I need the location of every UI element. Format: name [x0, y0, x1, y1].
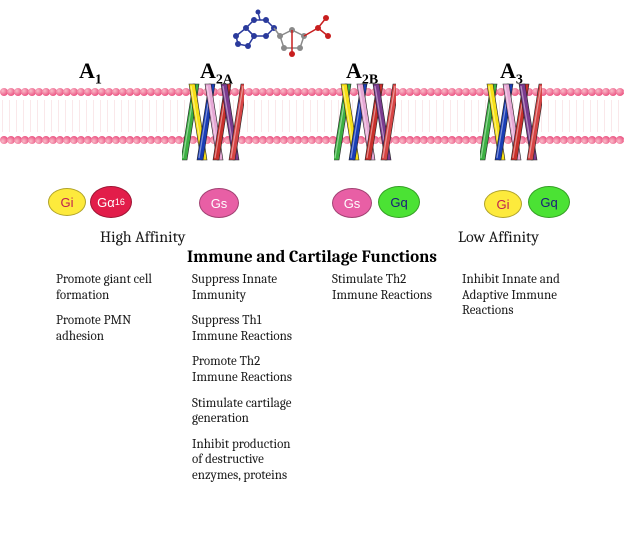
- function-item: Suppress Innate Immunity: [192, 272, 302, 303]
- adenosine-molecule: [228, 6, 338, 62]
- functions-a3: Inhibit Innate and Adaptive Immune React…: [462, 272, 572, 329]
- function-item: Promote giant cell formation: [56, 272, 176, 303]
- gprotein-gq: Gq: [528, 186, 570, 218]
- gprotein-gs: Gs: [332, 188, 372, 218]
- high-affinity-label: High Affinity: [100, 228, 186, 246]
- gprotein-gi: Gi: [484, 190, 522, 218]
- function-item: Promote Th2 Immune Reactions: [192, 354, 302, 385]
- receptor-a3-helices: [480, 82, 542, 172]
- functions-a2a: Suppress Innate Immunity Suppress Th1 Imm…: [192, 272, 302, 494]
- low-affinity-label: Low Affinity: [458, 228, 539, 246]
- gprotein-gq: Gq: [378, 186, 420, 218]
- function-item: Stimulate Th2 Immune Reactions: [332, 272, 432, 303]
- function-item: Stimulate cartilage generation: [192, 396, 302, 427]
- receptor-a2a-helices: [182, 82, 244, 172]
- function-item: Inhibit Innate and Adaptive Immune React…: [462, 272, 572, 319]
- receptor-a2b-helices: [334, 82, 396, 172]
- label-a1: A1: [79, 58, 102, 88]
- function-item: Suppress Th1 Immune Reactions: [192, 313, 302, 344]
- function-item: Promote PMN adhesion: [56, 313, 176, 344]
- gprotein-gs: Gs: [199, 188, 239, 218]
- functions-a2b: Stimulate Th2 Immune Reactions: [332, 272, 432, 313]
- function-item: Inhibit production of destructive enzyme…: [192, 437, 302, 484]
- gprotein-gi: Gi: [48, 188, 86, 216]
- gprotein-gα16: Gα16: [90, 186, 132, 218]
- section-title: Immune and Cartilage Functions: [0, 248, 624, 267]
- functions-a1: Promote giant cell formation Promote PMN …: [56, 272, 176, 354]
